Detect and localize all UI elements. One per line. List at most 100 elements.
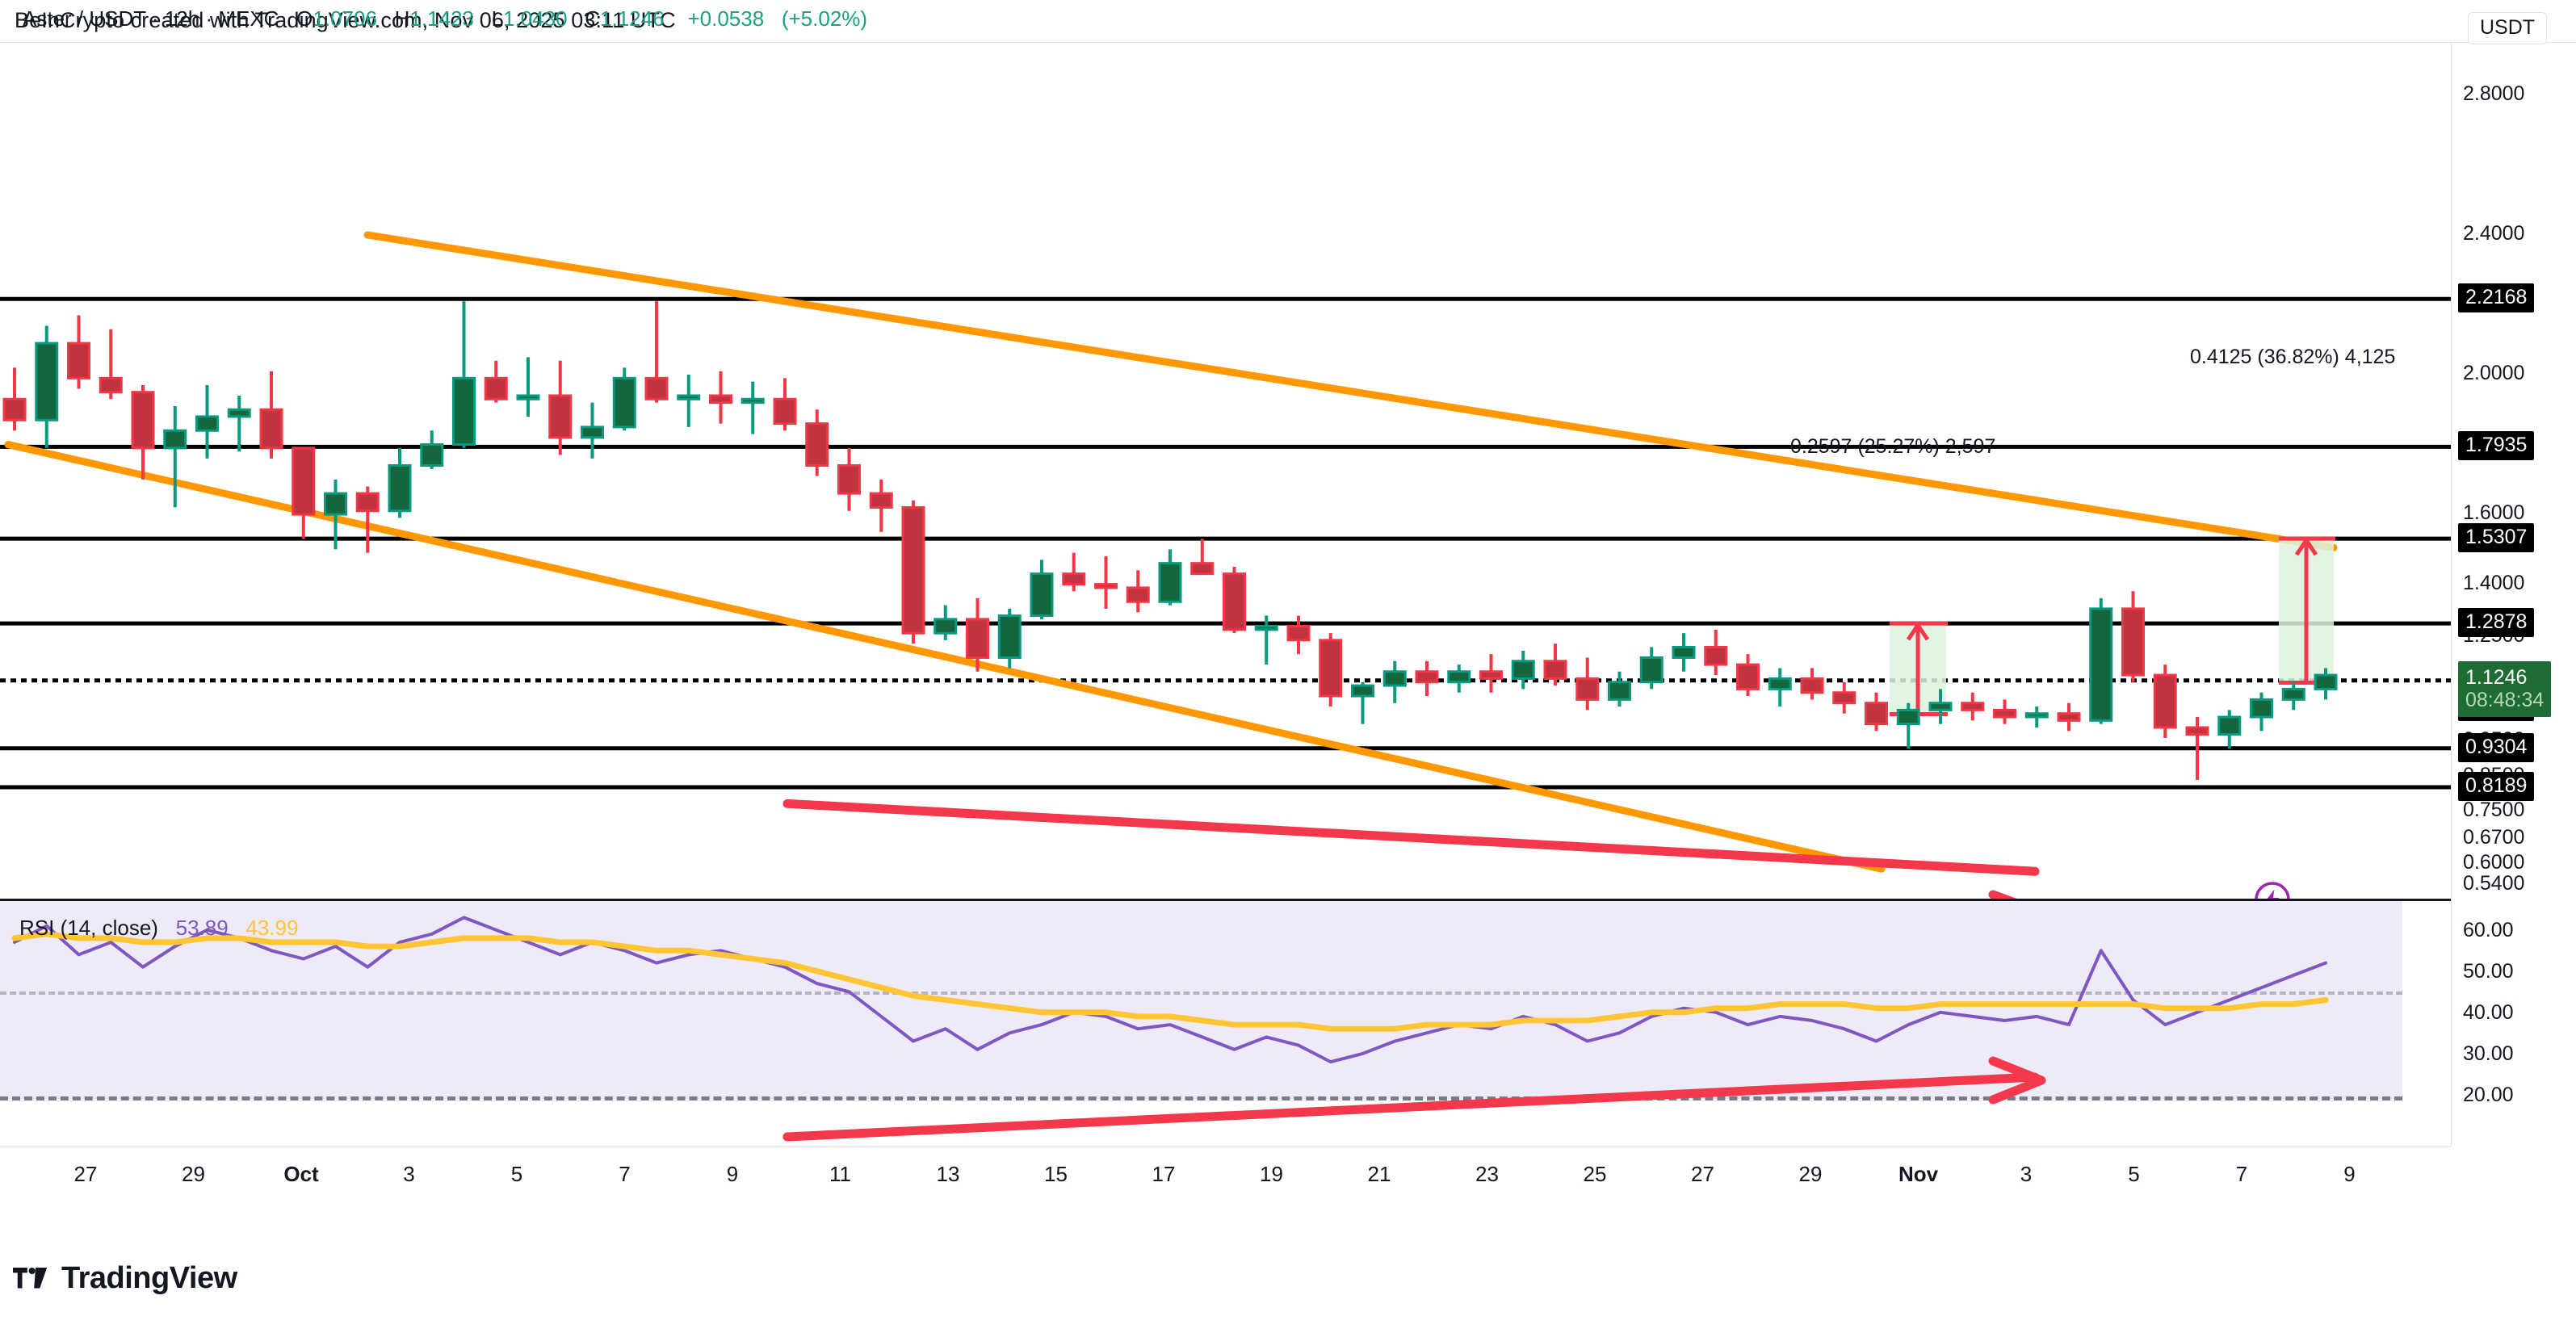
candlestick[interactable] [1575,657,1600,711]
candlestick[interactable] [2314,668,2338,700]
candlestick[interactable] [805,409,829,476]
candlestick[interactable] [1768,668,1792,707]
tradingview-footer[interactable]: TradingView [13,1261,237,1296]
candlestick[interactable] [709,371,732,424]
price-pane[interactable] [0,43,2451,899]
price-level-badge[interactable]: 1.7935 [2458,431,2535,461]
candlestick[interactable] [67,315,90,389]
time-axis-tick: 21 [1367,1162,1391,1186]
candlestick[interactable] [869,479,893,532]
candlestick[interactable] [1415,660,1439,697]
candlestick[interactable] [2,367,27,431]
candlestick[interactable] [324,479,347,550]
candlestick[interactable] [259,371,283,459]
price-level-badge[interactable]: 0.8189 [2458,772,2535,802]
candlestick[interactable] [1382,660,1407,703]
candlestick[interactable] [452,301,476,448]
candlestick[interactable] [1704,629,1728,676]
bearish-arrow-price[interactable] [782,799,2040,899]
candlestick[interactable] [2217,710,2242,748]
candlestick[interactable] [1030,560,1054,619]
candlestick[interactable] [1993,699,2016,724]
time-axis-tick: 7 [2235,1162,2248,1186]
price-axis-tick: 1.4000 [2463,571,2525,594]
price-level-badge[interactable]: 0.9304 [2458,732,2535,762]
candlestick[interactable] [2024,706,2049,727]
bullish-arrow-rsi[interactable] [782,1056,2046,1142]
rsi-axis-tick: 50.00 [2463,959,2514,983]
candlestick[interactable] [677,375,701,427]
legend-interval[interactable]: 12h [164,6,200,31]
candlestick[interactable] [2089,597,2113,724]
candlestick[interactable] [35,325,59,448]
candlestick[interactable] [612,367,636,431]
trendline-upper-orange[interactable] [363,231,2338,551]
candlestick[interactable] [1928,689,1953,724]
candlestick[interactable] [1254,615,1278,665]
candlestick[interactable] [1094,556,1118,609]
candlestick[interactable] [2153,664,2177,738]
candlestick[interactable] [933,605,958,640]
legend-symbol[interactable]: Aster / USDT [23,6,146,31]
candlestick[interactable] [1479,654,1503,693]
legend-exchange[interactable]: MEXC [218,6,279,31]
candlestick[interactable] [1447,664,1471,693]
candlestick[interactable] [2185,717,2209,780]
price-level-badge[interactable]: 1.5307 [2458,523,2535,553]
candlestick[interactable] [1543,644,1567,686]
candlestick[interactable] [1865,692,1888,732]
candlestick[interactable] [548,360,573,455]
candlestick[interactable] [355,486,380,553]
candlestick[interactable] [195,385,219,459]
candlestick[interactable] [2057,702,2081,732]
trendline-lower-orange[interactable] [4,441,1886,873]
candlestick[interactable] [1800,668,1824,700]
price-axis[interactable]: USDT 2.80002.40002.00001.60001.40001.250… [2451,12,2576,1147]
candlestick[interactable] [997,608,1022,669]
candlestick[interactable] [1639,647,1663,690]
candlestick[interactable] [1832,681,1856,714]
candlestick[interactable] [1351,681,1374,724]
candlestick[interactable] [1190,539,1215,576]
candlestick[interactable] [1736,654,1760,697]
rsi-pane[interactable]: RSI (14, close) 53.89 43.99 [0,899,2451,1147]
price-level-badge[interactable]: 2.2168 [2458,283,2535,313]
candlestick[interactable] [2121,591,2145,682]
price-axis-unit-chip[interactable]: USDT [2468,12,2548,44]
candlestick[interactable] [131,385,155,480]
chart-legend[interactable]: Aster / USDT · 12h · MEXC O1.0706 H1.142… [23,6,867,31]
candlestick[interactable] [1319,633,1343,707]
candlestick[interactable] [420,430,444,469]
candlestick[interactable] [740,381,765,434]
current-price-badge[interactable]: 1.1246 08:48:34 [2458,660,2552,717]
candlestick[interactable] [1672,633,1696,672]
candlestick[interactable] [1961,692,1985,721]
candlestick[interactable] [837,447,861,511]
candlestick[interactable] [1158,549,1182,606]
candlestick[interactable] [644,301,669,403]
candlestick[interactable] [1608,671,1631,707]
candlestick[interactable] [966,597,989,672]
candlestick[interactable] [1126,570,1150,613]
candlestick[interactable] [1896,702,1920,748]
price-level-badge[interactable]: 1.2878 [2458,608,2535,638]
candlestick[interactable] [2281,681,2305,711]
candlestick[interactable] [163,405,187,508]
candlestick[interactable] [516,357,540,417]
rsi-legend[interactable]: RSI (14, close) 53.89 43.99 [19,916,298,941]
time-axis-tick: 29 [1798,1162,1823,1186]
candlestick[interactable] [227,395,251,452]
candlestick[interactable] [99,329,123,400]
candlestick[interactable] [1223,566,1246,634]
candlestick[interactable] [292,446,316,539]
candlestick[interactable] [581,402,604,459]
time-axis[interactable]: 27 29 Oct 3 5 7 9 11 13 15 17 19 21 23 25 27 29 Nov 3 5 7 9 [0,1147,2451,1203]
candlestick[interactable] [1511,650,1535,690]
candlestick[interactable] [1062,552,1086,592]
candlestick[interactable] [2250,692,2273,732]
candlestick[interactable] [1286,615,1311,655]
candlestick[interactable] [773,378,797,431]
candlestick[interactable] [901,500,925,644]
candlestick[interactable] [484,360,508,403]
candlestick[interactable] [388,447,412,518]
